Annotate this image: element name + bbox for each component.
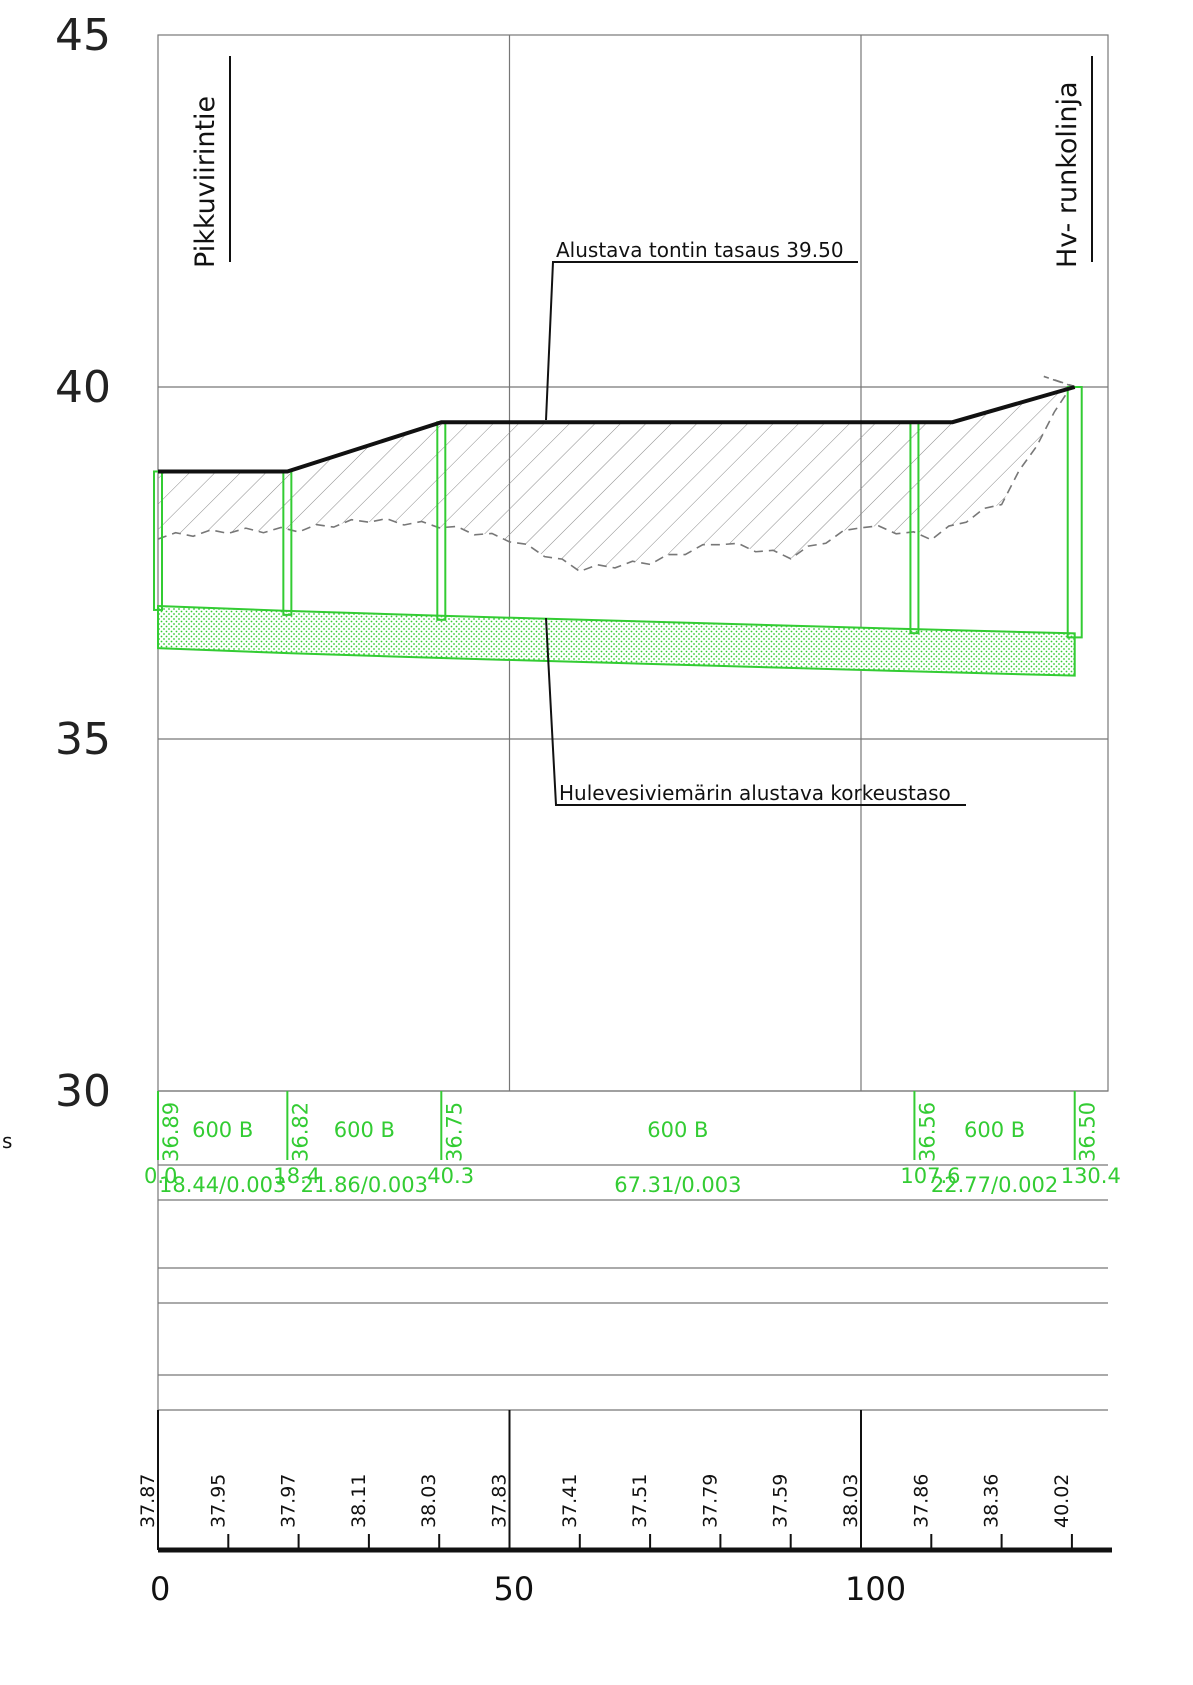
y-tick-label: 40 (55, 362, 111, 413)
pipe-size-label: 600 B (647, 1118, 708, 1142)
y-tick-label: 45 (55, 10, 111, 61)
pipe-spec-label: 67.31/0.003 (614, 1173, 741, 1197)
x-tick-label: 100 (845, 1570, 906, 1608)
ground-level-value: 37.83 (489, 1474, 511, 1528)
ground-level-value: 37.41 (559, 1474, 581, 1528)
ground-level-value: 38.03 (840, 1474, 862, 1528)
ground-level-value: 38.03 (418, 1474, 440, 1528)
sewer-label: Hulevesiviemärin alustava korkeustaso (559, 781, 951, 805)
ground-level-value: 37.79 (699, 1474, 721, 1528)
manhole-station-label: 18.4 (273, 1164, 320, 1188)
grading-fill-hatch (158, 376, 1075, 572)
ground-level-band: 37.87 37.95 37.97 38.11 38.03 37.83 37.41 37.51… (137, 1410, 1073, 1550)
manhole-station-label: 107.6 (900, 1164, 960, 1188)
ground-level-value: 37.95 (207, 1474, 229, 1528)
grading-line (158, 385, 1076, 474)
y-axis-labels: 30 35 40 45 (55, 10, 111, 1117)
grid-frame (157, 34, 1109, 1092)
ground-level-value: 37.97 (278, 1474, 300, 1528)
ground-level-value: 38.36 (981, 1474, 1003, 1528)
manhole-invert-label: 36.89 (159, 1102, 183, 1162)
pipe-size-label: 600 B (334, 1118, 395, 1142)
manhole (1066, 386, 1083, 639)
ground-level-value: 38.11 (348, 1474, 370, 1528)
left-road-label-group: Pikkuviirintie (190, 56, 231, 268)
ground-level-value: 37.87 (137, 1474, 159, 1528)
sewer-leader (545, 617, 966, 806)
manhole-station-label: 130.4 (1061, 1164, 1121, 1188)
ground-level-value: 37.86 (910, 1474, 932, 1528)
x-tick-label: 0 (150, 1570, 170, 1608)
left-road-label: Pikkuviirintie (190, 96, 221, 268)
y-tick-label: 30 (55, 1066, 111, 1117)
ground-level-value: 40.02 (1051, 1474, 1073, 1528)
grading-leader (545, 261, 858, 421)
x-axis: 0 50 100 (150, 1547, 1112, 1608)
right-line-label: Hv- runkolinja (1052, 81, 1083, 268)
ground-level-value: 37.59 (770, 1474, 792, 1528)
manhole-station-label: 0.0 (144, 1164, 177, 1188)
manhole-invert-label: 36.82 (288, 1102, 312, 1162)
pipe-spec-label: 21.86/0.003 (301, 1173, 428, 1197)
pipe-size-label: 600 B (192, 1118, 253, 1142)
pipe-spec-label: 22.77/0.002 (931, 1173, 1058, 1197)
manhole-invert-label: 36.75 (442, 1102, 466, 1162)
sewer-pipe-band (157, 604, 1076, 677)
grid-layer (157, 34, 1109, 1092)
existing-ground-line (157, 375, 1075, 573)
ground-level-value: 37.51 (629, 1474, 651, 1528)
right-line-label-group: Hv- runkolinja (1052, 56, 1093, 268)
manhole-invert-label: 36.50 (1076, 1102, 1100, 1162)
stray-char: s (2, 1129, 12, 1153)
grading-label: Alustava tontin tasaus 39.50 (556, 238, 844, 262)
manhole-invert-label: 36.56 (915, 1102, 939, 1162)
y-tick-label: 35 (55, 714, 111, 765)
manhole-station-label: 40.3 (427, 1164, 474, 1188)
pipe-spec-label: 18.44/0.003 (159, 1173, 286, 1197)
pipe-size-label: 600 B (964, 1118, 1025, 1142)
x-tick-label: 50 (494, 1570, 535, 1608)
